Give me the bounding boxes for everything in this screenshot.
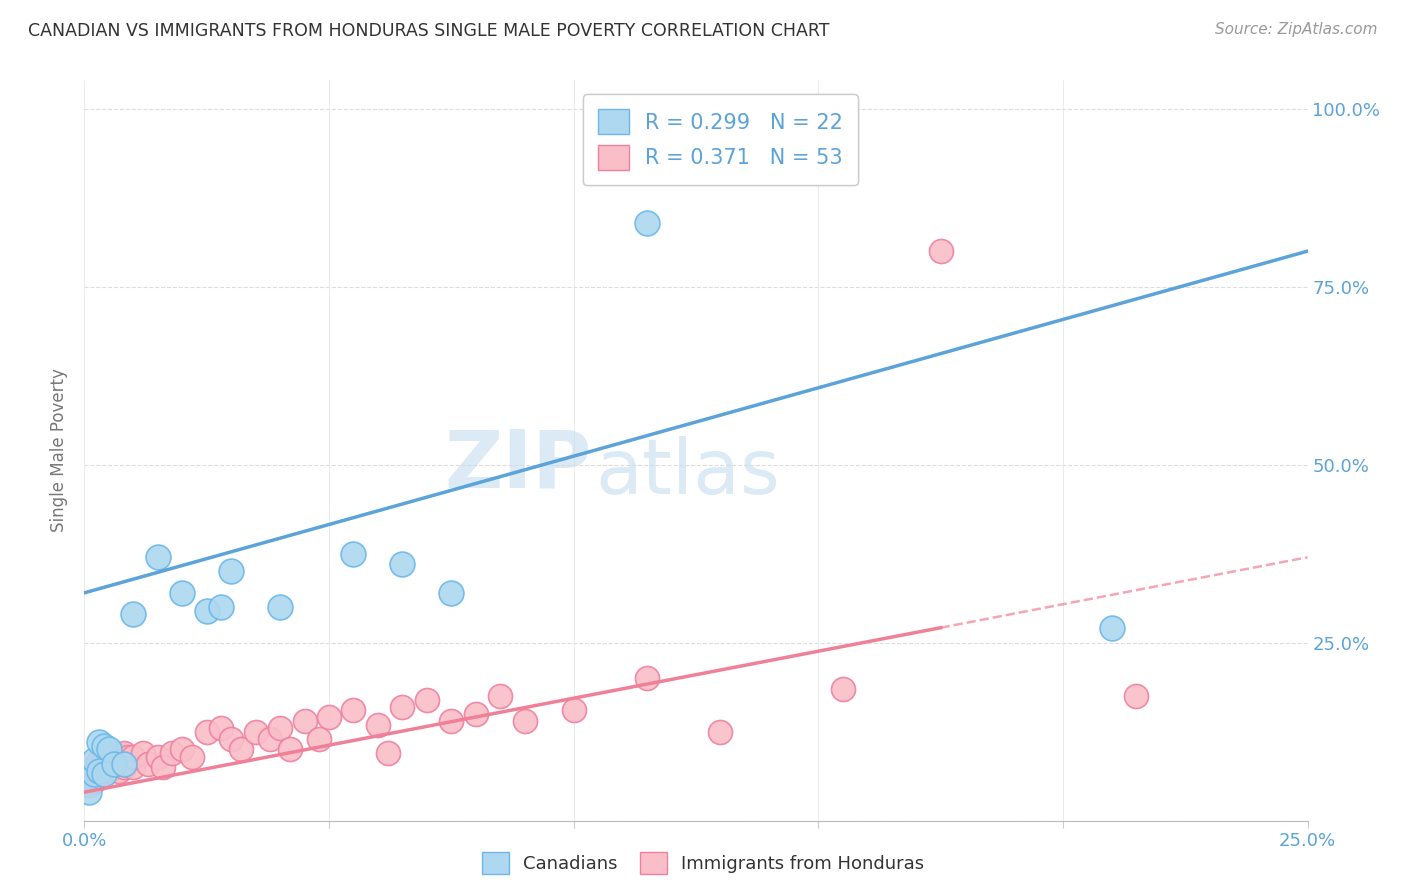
Point <box>93 767 115 781</box>
Point <box>308 731 330 746</box>
Point <box>93 753 115 767</box>
Point <box>464 706 486 721</box>
Point <box>83 753 105 767</box>
Text: atlas: atlas <box>596 435 780 509</box>
Point <box>367 717 389 731</box>
Point <box>245 724 267 739</box>
Text: CANADIAN VS IMMIGRANTS FROM HONDURAS SINGLE MALE POVERTY CORRELATION CHART: CANADIAN VS IMMIGRANTS FROM HONDURAS SIN… <box>28 22 830 40</box>
Point <box>195 604 218 618</box>
Point <box>87 764 110 778</box>
Point <box>77 767 100 781</box>
Point <box>122 760 145 774</box>
Point <box>87 760 110 774</box>
Point <box>107 756 129 771</box>
Point <box>77 785 100 799</box>
Point <box>93 739 115 753</box>
Point <box>146 550 169 565</box>
Point <box>209 721 232 735</box>
Point <box>146 749 169 764</box>
Point <box>83 760 105 774</box>
Point <box>122 607 145 622</box>
Point <box>97 764 120 778</box>
Point <box>103 756 125 771</box>
Point <box>294 714 316 728</box>
Point <box>195 724 218 739</box>
Point <box>416 692 439 706</box>
Point <box>87 735 110 749</box>
Point <box>219 565 242 579</box>
Point <box>1125 689 1147 703</box>
Point <box>103 756 125 771</box>
Point <box>83 767 105 781</box>
Point <box>377 746 399 760</box>
Point <box>513 714 536 728</box>
Point <box>83 774 105 789</box>
Point <box>87 771 110 785</box>
Text: ZIP: ZIP <box>444 426 592 504</box>
Point <box>122 749 145 764</box>
Y-axis label: Single Male Poverty: Single Male Poverty <box>51 368 69 533</box>
Point <box>103 746 125 760</box>
Point <box>709 724 731 739</box>
Point <box>93 767 115 781</box>
Point <box>278 742 301 756</box>
Point <box>107 764 129 778</box>
Point <box>181 749 204 764</box>
Point <box>209 600 232 615</box>
Point <box>342 547 364 561</box>
Point <box>259 731 281 746</box>
Point <box>391 558 413 572</box>
Point <box>489 689 512 703</box>
Legend: R = 0.299   N = 22, R = 0.371   N = 53: R = 0.299 N = 22, R = 0.371 N = 53 <box>583 95 858 185</box>
Point <box>636 216 658 230</box>
Point <box>562 703 585 717</box>
Point <box>636 671 658 685</box>
Point <box>97 753 120 767</box>
Point <box>77 778 100 792</box>
Point <box>117 749 139 764</box>
Point <box>229 742 252 756</box>
Point <box>342 703 364 717</box>
Point <box>136 756 159 771</box>
Point <box>318 710 340 724</box>
Point <box>112 756 135 771</box>
Point <box>172 586 194 600</box>
Point <box>831 681 853 696</box>
Point <box>112 760 135 774</box>
Point <box>112 746 135 760</box>
Point <box>440 586 463 600</box>
Point <box>269 721 291 735</box>
Point <box>87 753 110 767</box>
Point <box>97 742 120 756</box>
Point <box>172 742 194 756</box>
Point <box>162 746 184 760</box>
Legend: Canadians, Immigrants from Honduras: Canadians, Immigrants from Honduras <box>472 843 934 883</box>
Point <box>440 714 463 728</box>
Point <box>929 244 952 259</box>
Point <box>152 760 174 774</box>
Text: Source: ZipAtlas.com: Source: ZipAtlas.com <box>1215 22 1378 37</box>
Point <box>132 746 155 760</box>
Point <box>269 600 291 615</box>
Point <box>391 699 413 714</box>
Point <box>1101 622 1123 636</box>
Point <box>219 731 242 746</box>
